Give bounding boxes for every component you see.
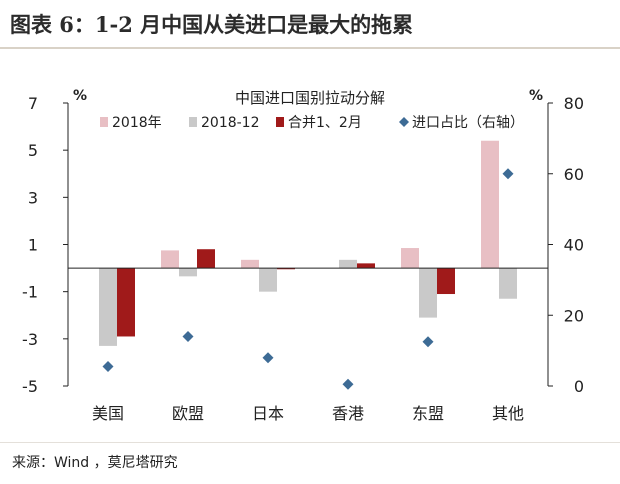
right-tick-label: 60 xyxy=(564,165,584,184)
bar xyxy=(99,268,117,346)
bar xyxy=(401,248,419,269)
bar xyxy=(481,140,499,269)
bar xyxy=(259,268,277,292)
legend-swatch xyxy=(100,117,108,127)
bar xyxy=(161,250,179,269)
legend-marker xyxy=(399,117,409,127)
chart-legend: 2018年 2018-12 合并1、2月 进口占比（右轴） xyxy=(100,115,524,131)
point xyxy=(342,378,354,390)
left-tick-label: -1 xyxy=(22,283,38,302)
right-tick-label: 40 xyxy=(564,236,584,255)
legend-label: 2018-12 xyxy=(201,115,260,131)
bar xyxy=(179,268,197,277)
bar xyxy=(197,249,215,269)
bar xyxy=(437,268,455,295)
left-axis-unit: % xyxy=(73,88,87,104)
bar xyxy=(277,268,295,270)
right-tick-label: 20 xyxy=(564,306,584,325)
legend-label: 合并1、2月 xyxy=(288,115,362,131)
bar xyxy=(499,268,517,299)
category-label: 其他 xyxy=(492,404,524,423)
category-label: 日本 xyxy=(252,404,284,423)
bar xyxy=(357,263,375,269)
category-label: 欧盟 xyxy=(172,404,204,423)
import-contribution-chart: 中国进口国别拉动分解 % % 2018年 2018-12 合并1、2月 进口占比（右轴… xyxy=(22,88,584,423)
figure-title: 图表 6：1-2 月中国从美进口是最大的拖累 xyxy=(10,12,414,37)
left-tick-label: 3 xyxy=(28,188,38,207)
left-tick-label: -5 xyxy=(22,377,38,396)
bar xyxy=(117,268,135,337)
legend-label: 2018年 xyxy=(112,115,162,131)
category-label: 美国 xyxy=(92,404,124,423)
category-labels: 美国 欧盟 日本 香港 东盟 其他 xyxy=(92,404,524,423)
category-label: 香港 xyxy=(332,404,364,423)
title-divider xyxy=(0,47,620,49)
left-tick-label: 1 xyxy=(28,236,38,255)
chart-title: 中国进口国别拉动分解 xyxy=(235,89,385,107)
category-label: 东盟 xyxy=(412,404,444,423)
bar xyxy=(241,259,259,269)
source-note: 来源：Wind ，莫尼塔研究 xyxy=(12,455,178,471)
left-axis-ticks: 7 5 3 1 -1 -3 -5 xyxy=(22,94,68,396)
point xyxy=(502,168,514,180)
right-tick-label: 80 xyxy=(564,94,584,113)
chart-points xyxy=(102,168,514,390)
point xyxy=(182,330,194,342)
left-tick-label: 5 xyxy=(28,141,38,160)
point xyxy=(422,336,434,348)
right-tick-label: 0 xyxy=(574,377,584,396)
right-axis-ticks: 80 60 40 20 0 xyxy=(548,94,584,396)
point xyxy=(262,352,274,364)
source-divider xyxy=(0,442,620,443)
chart-bars xyxy=(81,140,535,346)
bar xyxy=(419,268,437,318)
legend-swatch xyxy=(276,117,284,127)
left-tick-label: -3 xyxy=(22,330,38,349)
right-axis-unit: % xyxy=(529,88,543,104)
bar xyxy=(339,259,357,269)
left-tick-label: 7 xyxy=(28,94,38,113)
legend-label: 进口占比（右轴） xyxy=(412,115,524,131)
legend-swatch xyxy=(189,117,197,127)
point xyxy=(102,361,114,373)
